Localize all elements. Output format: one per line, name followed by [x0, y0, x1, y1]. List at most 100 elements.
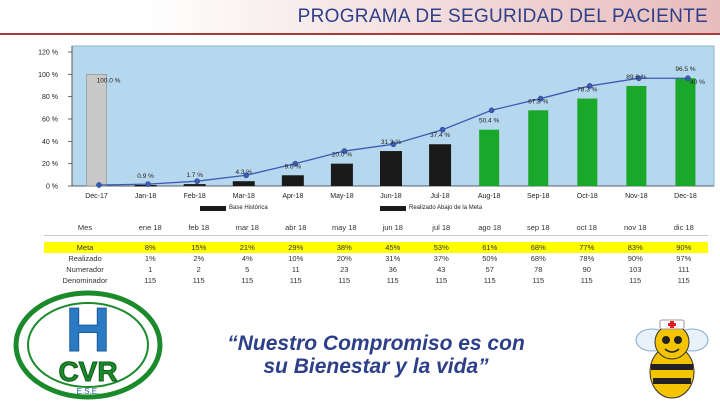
bar-value-label: 100.0 %: [97, 77, 121, 84]
table-month-header: ene 18: [126, 220, 175, 236]
legend-realizado-label: Realizado Abajo de la Meta: [409, 205, 483, 211]
bar-nov-18: [626, 85, 647, 186]
table-month-header: ago 18: [465, 220, 514, 236]
slogan: “Nuestro Compromiso es con su Bienestar …: [196, 332, 556, 378]
realizado-point: [586, 83, 593, 89]
table-cell: 11: [291, 265, 300, 274]
realizado-point: [685, 75, 691, 82]
legend-historical-swatch: [200, 205, 226, 211]
table-row: Realizado 1% 2% 4% 10% 20% 31% 37% 50% 68% 78% 90% 9…: [44, 253, 708, 264]
table-cell: 90%: [627, 254, 643, 263]
table-row: Denominador 115 115 115 115 115 115 115 115 115 11…: [44, 275, 708, 286]
table-cell: 115: [483, 276, 496, 285]
bar-value-label: 20.0 %: [332, 152, 352, 159]
table-cell: 115: [677, 276, 690, 285]
table-cell: 115: [289, 276, 302, 285]
table-cell: 38%: [320, 242, 369, 253]
table-cell: 8%: [126, 242, 175, 253]
table-month-header: dic 18: [659, 220, 708, 236]
logo-caption: E.S.E.: [77, 387, 100, 396]
table-cell: 21%: [223, 242, 272, 253]
table-cell: 45%: [368, 242, 417, 253]
table-month-header: jun 18: [368, 220, 417, 236]
bar-value-label: 4.3 %: [235, 169, 252, 176]
table-cell: 2: [196, 265, 201, 274]
slogan-line-1: “Nuestro Compromiso es con: [227, 332, 525, 355]
y-tick-label: 40 %: [42, 139, 58, 146]
x-category-label: Jan-18: [135, 193, 157, 200]
table-cell: 115: [386, 276, 399, 285]
y-tick-label: 20 %: [42, 161, 58, 168]
table-row: Numerador 1 2 5 11 23 36 43 57 78 90 103 111: [44, 264, 708, 275]
table-month-header: sep 18: [514, 220, 563, 236]
table-cell: 53%: [417, 242, 466, 253]
table-cell: 20%: [336, 254, 352, 263]
x-category-label: Jul-18: [431, 193, 450, 200]
x-category-label: Dec-17: [85, 193, 108, 200]
table-month-header: feb 18: [174, 220, 223, 236]
table-cell: 77%: [562, 242, 611, 253]
bar-oct-18: [577, 98, 598, 186]
table-month-header: may 18: [320, 220, 369, 236]
realizado-point: [96, 182, 102, 188]
progress-chart: 120 % 100 % 80 % 60 % 40 % 20 % 0 % 100.0 % 0.9 …: [38, 45, 715, 200]
table-cell: 50%: [482, 254, 498, 263]
bar-jun-18: [380, 151, 402, 186]
table-cell: 90: [582, 265, 591, 274]
table-row-label: Denominador: [62, 276, 108, 285]
table-cell: 68%: [530, 254, 546, 263]
realizado-point: [145, 181, 151, 187]
realizado-point: [292, 160, 299, 167]
table-cell: 2%: [193, 254, 205, 263]
table-cell: 43: [437, 265, 446, 274]
bar-value-label: 78.3 %: [577, 87, 597, 94]
header-band: [0, 0, 720, 34]
bar-value-label: 50.4 %: [479, 118, 499, 125]
table-cell: 115: [144, 276, 157, 285]
bee-mascot-icon: [635, 319, 709, 399]
table-header-row: Mes ene 18 feb 18 mar 18 abr 18 may 18 jun 18 j…: [44, 220, 708, 236]
table-cell: 78: [534, 265, 543, 274]
bee-eye-left: [662, 336, 670, 344]
y-tick-label: 100 %: [38, 72, 58, 79]
table-cell: 5: [245, 265, 250, 274]
x-category-label: Oct-18: [577, 193, 598, 200]
bar-value-label: 9.6 %: [285, 163, 302, 170]
table-cell: 111: [678, 265, 690, 274]
x-category-label: Jun-18: [380, 193, 402, 200]
table-month-header: nov 18: [611, 220, 660, 236]
bee-eye-right: [674, 336, 682, 344]
table-month-header: mar 18: [223, 220, 272, 236]
x-category-label: Mar-18: [233, 193, 255, 200]
y-tick-label: 0 %: [46, 184, 58, 191]
bee-cap-cross-h: [668, 323, 676, 326]
x-category-label: Sep-18: [527, 193, 550, 200]
bee-head: [654, 324, 690, 360]
table-cell: 37%: [433, 254, 449, 263]
x-category-label: Aug-18: [478, 193, 501, 200]
x-category-label: May-18: [330, 193, 353, 200]
bar-may-18: [330, 163, 353, 186]
slogan-line-2: su Bienestar y la vida”: [263, 355, 489, 378]
bar-dec-17: [86, 74, 107, 187]
realizado-point: [243, 172, 250, 179]
y-tick-label: 60 %: [42, 117, 58, 124]
table-header-label: Mes: [44, 220, 126, 236]
table-cell: 83%: [611, 242, 660, 253]
bee-smile: [664, 348, 680, 353]
table-month-header: jul 18: [417, 220, 466, 236]
x-category-label: Nov-18: [625, 193, 648, 200]
table-cell: 115: [629, 276, 642, 285]
bar-value-label: 0.9 %: [137, 173, 154, 180]
y-tick-label: 80 %: [42, 94, 58, 101]
table-cell: 10%: [288, 254, 304, 263]
legend-realizado-swatch: [380, 205, 406, 211]
table-month-header: abr 18: [271, 220, 320, 236]
legend-historical-label: Base Histórica: [229, 205, 268, 211]
table-row-label: Realizado: [68, 254, 102, 263]
y-tick-label: 120 %: [38, 50, 58, 57]
bee-stripe-2: [653, 378, 691, 384]
table-cell: 31%: [385, 254, 401, 263]
realizado-point: [537, 95, 544, 102]
bar-apr-18: [281, 175, 304, 186]
